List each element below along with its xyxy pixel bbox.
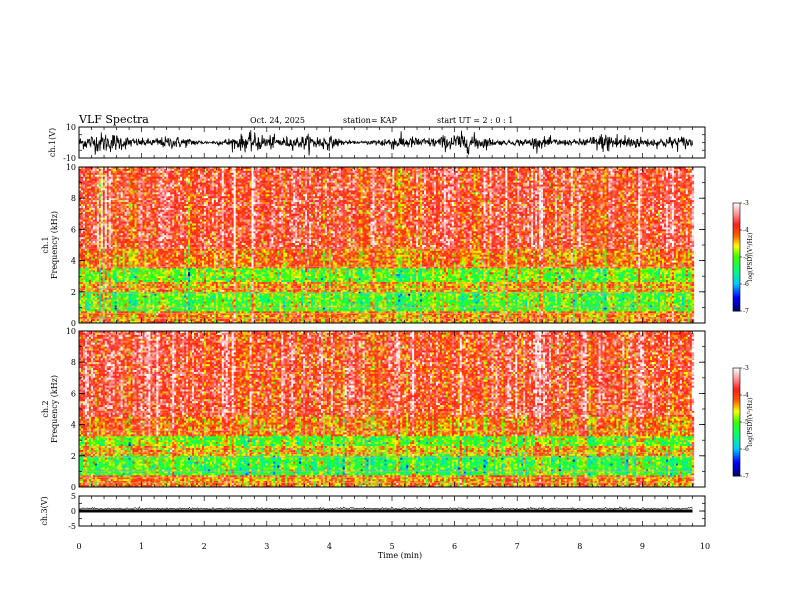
ch1-ylabel: ch.1(V) [48, 128, 57, 157]
start-time-label: start UT = 2 : 0 : 1 [437, 116, 513, 125]
ch1-waveform-panel: 10 -10 ch.1(V) [48, 123, 705, 163]
figure-title: VLF Spectra [78, 113, 149, 126]
station-label: station= KAP [343, 116, 398, 125]
y-tick-label: 10 [66, 123, 76, 132]
y-tick-label: -10 [63, 154, 76, 163]
waveform-trace [79, 130, 693, 155]
vlf-spectra-figure: VLF Spectra Oct. 24, 2025 station= KAP s… [0, 0, 792, 612]
spectrogram-cells [79, 167, 694, 323]
date-label: Oct. 24, 2025 [250, 116, 305, 125]
